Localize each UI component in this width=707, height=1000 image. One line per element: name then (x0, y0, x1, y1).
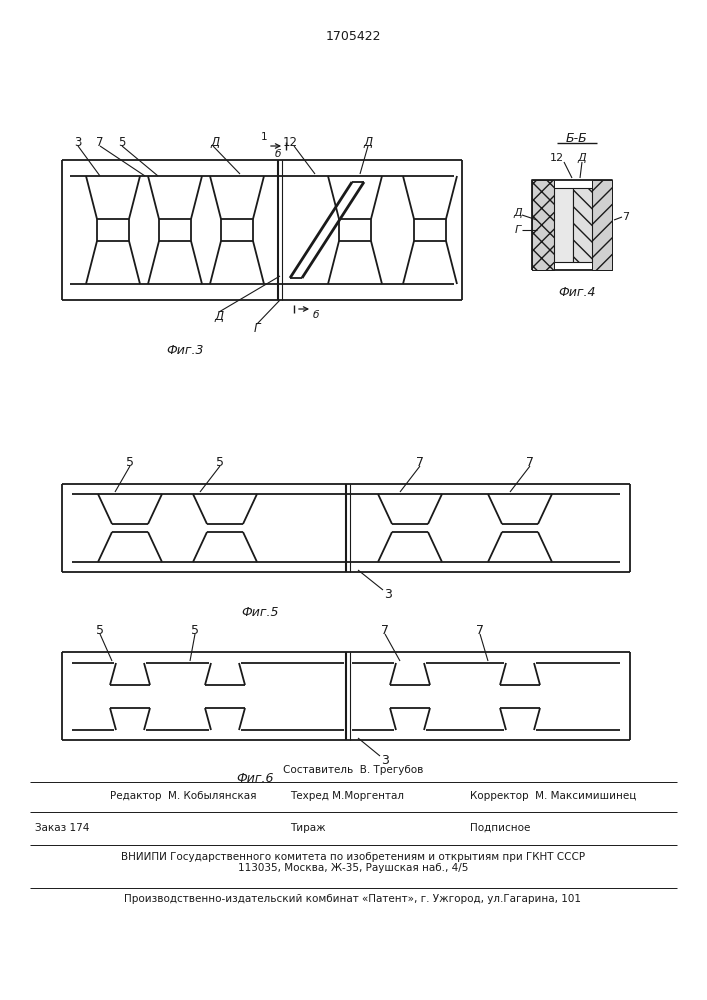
Text: 113035, Москва, Ж-35, Раушская наб., 4/5: 113035, Москва, Ж-35, Раушская наб., 4/5 (238, 863, 468, 873)
Text: 3: 3 (381, 754, 389, 766)
Bar (554, 188, 573, 262)
Text: ВНИИПИ Государственного комитета по изобретениям и открытиям при ГКНТ СССР: ВНИИПИ Государственного комитета по изоб… (121, 852, 585, 862)
Text: 3: 3 (384, 587, 392, 600)
Text: Фиг.6: Фиг.6 (236, 772, 274, 784)
Text: 7: 7 (476, 624, 484, 637)
Text: 7: 7 (381, 624, 389, 637)
Text: Фиг.3: Фиг.3 (166, 344, 204, 357)
Bar (532, 180, 554, 270)
Text: 12: 12 (283, 135, 298, 148)
Text: Техред М.Моргентал: Техред М.Моргентал (290, 791, 404, 801)
Text: 7: 7 (622, 212, 629, 222)
Text: 3: 3 (74, 135, 82, 148)
Text: Корректор  М. Максимишинец: Корректор М. Максимишинец (470, 791, 636, 801)
Text: Тираж: Тираж (290, 823, 326, 833)
Text: 5: 5 (118, 135, 126, 148)
Text: Д: Д (578, 153, 586, 163)
Text: Производственно-издательский комбинат «Патент», г. Ужгород, ул.Гагарина, 101: Производственно-издательский комбинат «П… (124, 894, 581, 904)
Text: Фиг.4: Фиг.4 (559, 286, 596, 298)
Text: 12: 12 (550, 153, 564, 163)
Text: Д: Д (214, 310, 223, 322)
Bar (592, 180, 612, 270)
Text: Подписное: Подписное (470, 823, 530, 833)
Text: Д: Д (363, 135, 373, 148)
Text: Г: Г (515, 225, 521, 235)
Text: 7: 7 (526, 456, 534, 468)
Text: Фиг.5: Фиг.5 (241, 605, 279, 618)
Text: б: б (275, 149, 281, 159)
Text: Д: Д (513, 208, 522, 218)
Bar (573, 188, 592, 262)
Text: Г: Г (254, 322, 260, 334)
Text: Редактор  М. Кобылянская: Редактор М. Кобылянская (110, 791, 257, 801)
Text: 5: 5 (216, 456, 224, 468)
Text: Д: Д (211, 135, 220, 148)
Text: Б-Б: Б-Б (566, 131, 588, 144)
Text: 5: 5 (96, 624, 104, 637)
Text: 5: 5 (191, 624, 199, 637)
Text: Составитель  В. Трегубов: Составитель В. Трегубов (283, 765, 423, 775)
Text: 5: 5 (126, 456, 134, 468)
Text: 7: 7 (96, 135, 104, 148)
Text: б: б (312, 310, 319, 320)
Text: 7: 7 (416, 456, 424, 468)
Text: Заказ 174: Заказ 174 (35, 823, 89, 833)
Text: 1: 1 (261, 132, 267, 142)
Text: 1705422: 1705422 (325, 29, 381, 42)
